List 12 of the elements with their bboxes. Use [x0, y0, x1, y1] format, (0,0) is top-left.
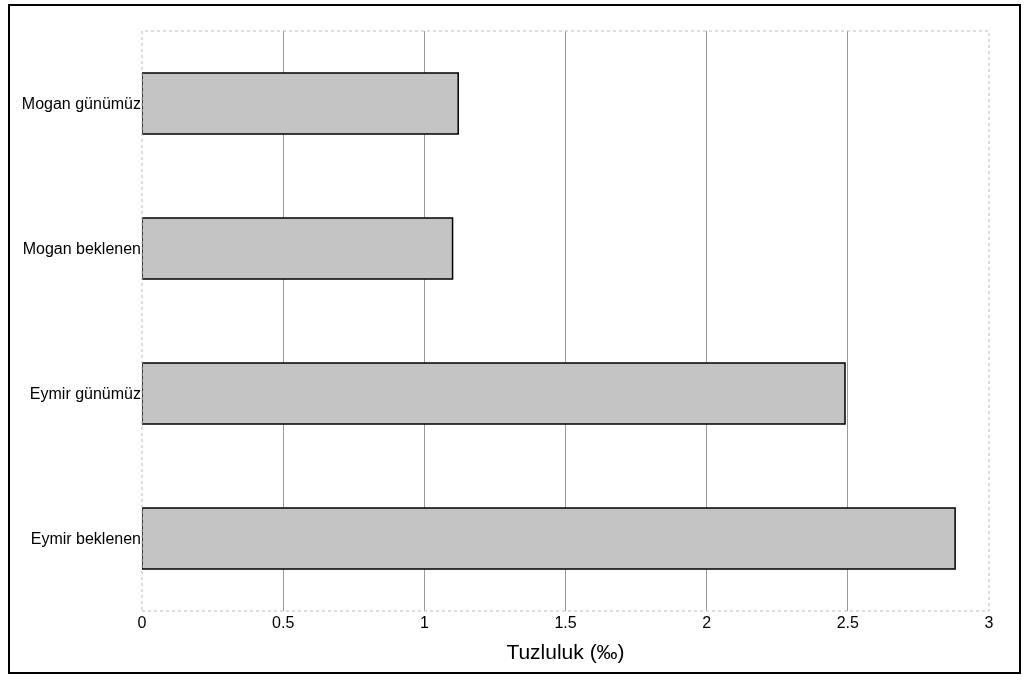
y-tick-label: Mogan günümüz: [21, 95, 141, 113]
x-tick-label: 0: [137, 614, 147, 631]
x-tick-label: 2.5: [836, 614, 860, 631]
x-tick-label: 1.5: [554, 614, 577, 631]
y-tick-label: Mogan beklenen: [22, 240, 141, 258]
x-tick-label: 0.5: [272, 614, 295, 631]
y-tick-label: Eymir günümüz: [29, 385, 141, 403]
x-tick-label: 1: [419, 614, 429, 631]
x-tick-label: 3: [984, 614, 994, 631]
x-axis-title: Tuzluluk (‰): [506, 640, 625, 664]
y-tick-label: Eymir beklenen: [30, 530, 141, 548]
x-tick-label: 2: [702, 614, 712, 631]
